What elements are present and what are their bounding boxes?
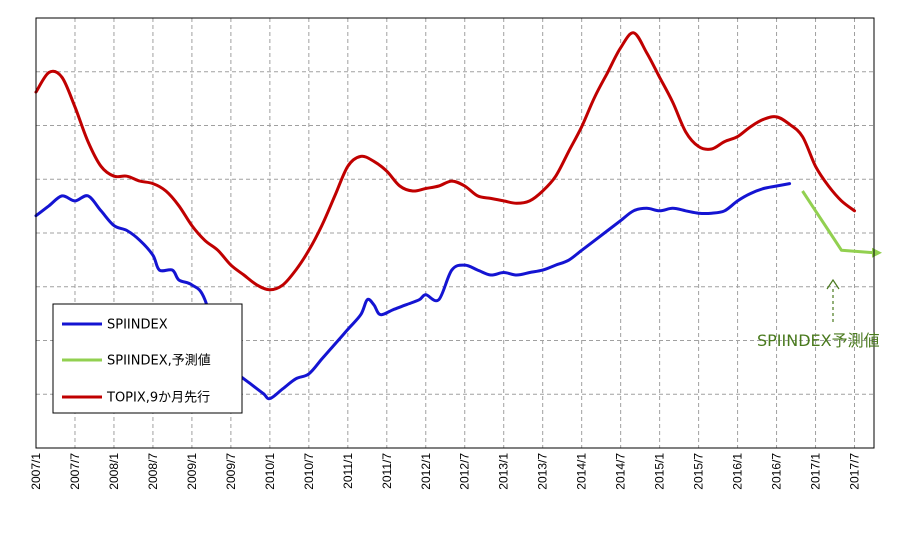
- x-tick-label: 2012/7: [458, 453, 472, 490]
- x-axis-tick-labels: 2007/1 2007/7 2008/1 2008/7 2009/1 2009/7 2010…: [29, 453, 862, 490]
- legend-label-spiindex-forecast: SPIINDEX,予測値: [107, 353, 211, 369]
- x-tick-label: 2010/7: [302, 453, 316, 490]
- x-tick-label: 2015/1: [653, 453, 667, 490]
- series-line-spiindex-forecast: [801, 190, 875, 255]
- x-tick-label: 2013/7: [536, 453, 550, 490]
- x-tick-label: 2008/1: [107, 453, 121, 490]
- legend: SPIINDEX SPIINDEX,予測値 TOPIX,9か月先行: [52, 303, 243, 414]
- x-tick-label: 2014/7: [614, 453, 628, 490]
- x-tick-label: 2016/1: [731, 453, 745, 490]
- x-tick-label: 2011/7: [380, 453, 394, 489]
- x-tick-label: 2016/7: [770, 453, 784, 490]
- legend-label-spiindex: SPIINDEX: [107, 318, 168, 333]
- x-tick-label: 2014/1: [575, 453, 589, 490]
- forecast-annotation: SPIINDEX予測値: [757, 278, 880, 350]
- x-tick-label: 2007/1: [29, 453, 43, 490]
- forecast-annotation-label: SPIINDEX予測値: [757, 331, 880, 350]
- x-tick-label: 2010/1: [263, 453, 277, 490]
- series-line-topix-lead: [34, 31, 856, 292]
- x-tick-label: 2011/1: [341, 453, 355, 489]
- x-tick-label: 2017/7: [848, 453, 862, 490]
- x-tick-label: 2009/1: [185, 453, 199, 490]
- x-tick-label: 2015/7: [692, 453, 706, 490]
- legend-label-topix-lead: TOPIX,9か月先行: [106, 391, 210, 406]
- series-line-spiindex: [34, 182, 792, 401]
- x-tick-label: 2012/1: [419, 453, 433, 490]
- plot-area-border: [35, 17, 875, 449]
- x-tick-label: 2013/1: [497, 453, 511, 490]
- x-tick-label: 2009/7: [224, 453, 238, 490]
- series-lines: [34, 31, 882, 401]
- forecast-pointer-arrowhead: [826, 278, 840, 290]
- x-tick-label: 2007/7: [68, 453, 82, 490]
- x-tick-label: 2017/1: [809, 453, 823, 490]
- x-tick-label: 2008/7: [146, 453, 160, 490]
